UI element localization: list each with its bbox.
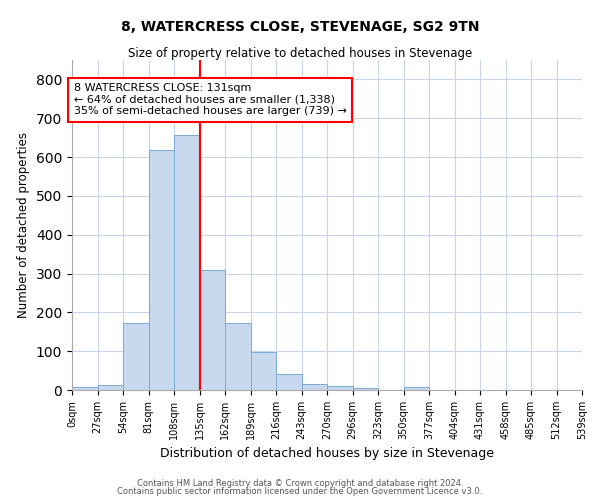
Bar [199, 270, 225, 390]
Text: Contains HM Land Registry data © Crown copyright and database right 2024.: Contains HM Land Registry data © Crown c… [137, 478, 463, 488]
Text: Size of property relative to detached houses in Stevenage: Size of property relative to detached ho… [128, 48, 472, 60]
Bar [174, 134, 199, 390]
Bar [276, 374, 302, 390]
Bar [123, 323, 149, 390]
Bar [327, 386, 353, 390]
Text: 8 WATERCRESS CLOSE: 131sqm
← 64% of detached houses are smaller (1,338)
35% of s: 8 WATERCRESS CLOSE: 131sqm ← 64% of deta… [74, 84, 347, 116]
Bar [251, 352, 276, 390]
Bar [97, 385, 123, 390]
Bar [225, 323, 251, 390]
Bar [302, 384, 327, 390]
Text: Contains public sector information licensed under the Open Government Licence v3: Contains public sector information licen… [118, 487, 482, 496]
Text: 8, WATERCRESS CLOSE, STEVENAGE, SG2 9TN: 8, WATERCRESS CLOSE, STEVENAGE, SG2 9TN [121, 20, 479, 34]
Bar [149, 150, 174, 390]
Y-axis label: Number of detached properties: Number of detached properties [17, 132, 31, 318]
Bar [72, 387, 97, 390]
X-axis label: Distribution of detached houses by size in Stevenage: Distribution of detached houses by size … [160, 448, 494, 460]
Bar [353, 388, 378, 390]
Bar [404, 387, 429, 390]
